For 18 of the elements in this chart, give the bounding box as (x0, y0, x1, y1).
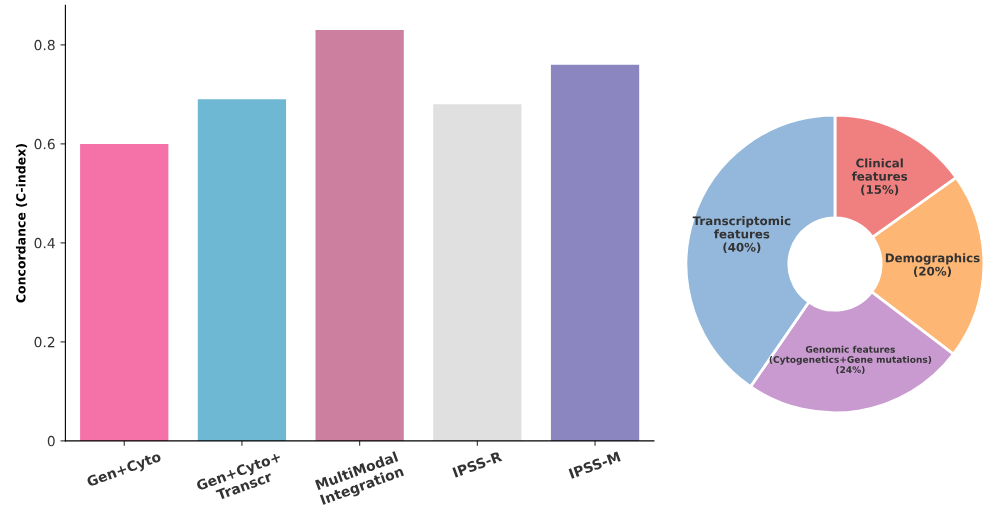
data-label: (24%) (836, 366, 865, 375)
data-label: (15%) (861, 184, 899, 196)
y-tick-label: 0.4 (34, 237, 55, 249)
bar (315, 30, 404, 441)
bar (550, 64, 640, 441)
slice-label: Demographics (885, 253, 980, 265)
y-tick-label: 0.2 (34, 336, 55, 348)
slice-label: Clinical features (851, 158, 908, 181)
bar (197, 99, 287, 441)
y-tick-label: 0 (47, 435, 55, 447)
y-axis-title: Concordance (C-index) (15, 144, 28, 303)
data-label: (20%) (913, 266, 951, 278)
slice-label: Genomic features (Cytogenetics+Gene mutations) (769, 345, 932, 365)
bar (433, 104, 522, 441)
bar (80, 143, 169, 441)
y-tick-label: 0.8 (34, 39, 55, 51)
data-label: (40%) (723, 242, 761, 254)
y-tick-label: 0.6 (34, 138, 55, 150)
